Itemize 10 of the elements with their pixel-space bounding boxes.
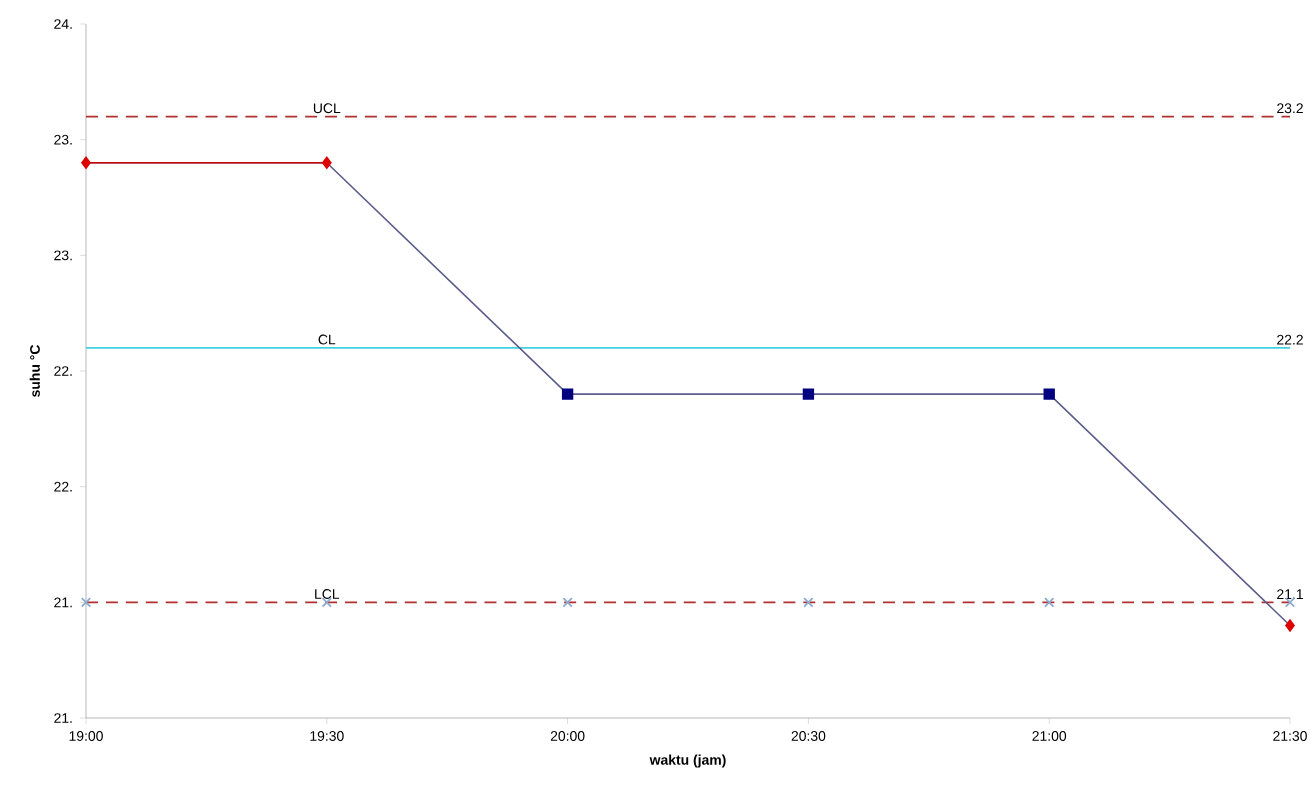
point: [81, 156, 91, 169]
point: [803, 597, 814, 608]
point: [322, 156, 332, 169]
point: [561, 388, 574, 400]
point: [802, 388, 815, 400]
point: [1043, 388, 1055, 400]
point: [562, 597, 573, 608]
point: [80, 597, 92, 608]
point: [1044, 597, 1055, 608]
point: [1285, 619, 1295, 632]
